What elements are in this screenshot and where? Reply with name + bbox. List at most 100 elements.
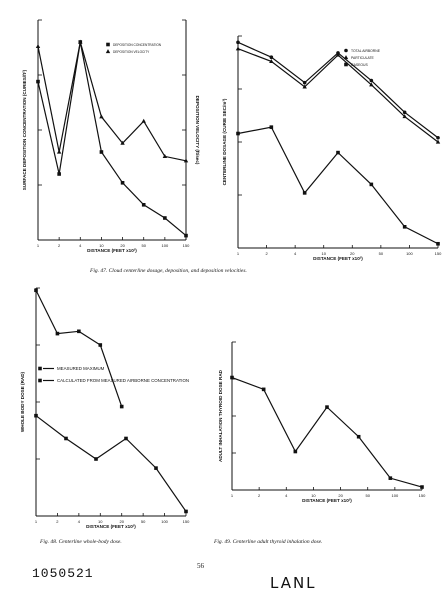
data-point <box>293 449 298 454</box>
data-point <box>369 182 374 187</box>
data-point <box>78 39 83 44</box>
legend-entry: DEPOSITION CONCENTRATION <box>113 43 162 47</box>
figure-caption-48: Fig. 48. Centerline whole-body dose. <box>40 539 122 545</box>
legend-marker <box>38 366 42 371</box>
data-point <box>163 216 167 220</box>
x-tick-label: 20 <box>120 243 125 248</box>
document-stamp: 1050521 <box>32 566 94 581</box>
lanl-stamp: LANL <box>270 574 317 592</box>
data-point <box>269 55 274 59</box>
x-tick-label: 1 <box>37 243 40 248</box>
data-point <box>325 405 329 409</box>
legend-marker <box>344 48 348 53</box>
series-line <box>35 290 123 407</box>
y-axis-label: ADULT INHALATION THYROID DOSE RAD <box>218 369 223 462</box>
x-tick-label: 4 <box>294 251 297 256</box>
x-axis-label: DISTANCE (FEET x10³) <box>87 248 137 253</box>
data-point <box>141 203 146 207</box>
data-point <box>369 78 374 83</box>
y-axis-label-right: DEPOSITION VELOCITY (ft/sec) <box>195 96 200 165</box>
data-point <box>64 436 68 441</box>
x-tick-label: 2 <box>258 493 261 498</box>
x-tick-label: 1 <box>231 493 234 498</box>
figure-caption-47: Fig. 47. Cloud centerline dosage, deposi… <box>90 268 247 274</box>
data-point <box>34 413 38 418</box>
data-point <box>236 131 240 136</box>
x-tick-label: 2 <box>56 519 59 524</box>
data-point <box>420 485 424 489</box>
data-point <box>77 329 81 334</box>
x-axis-label: DISTANCE (FEET x10³) <box>86 524 136 529</box>
data-point <box>98 343 103 347</box>
legend-marker <box>343 55 349 60</box>
data-point <box>56 149 62 154</box>
x-tick-label: 20 <box>338 493 343 498</box>
data-point <box>119 404 124 409</box>
data-point <box>55 331 60 336</box>
data-point <box>57 172 61 176</box>
x-tick-label: 100 <box>161 519 168 524</box>
x-tick-label: 100 <box>406 251 413 256</box>
data-point <box>99 150 104 154</box>
x-tick-label: 4 <box>79 243 82 248</box>
x-tick-label: 4 <box>78 519 81 524</box>
data-point <box>269 59 274 64</box>
data-point <box>162 154 168 158</box>
data-point <box>369 82 374 87</box>
data-point <box>124 436 128 441</box>
data-point <box>183 158 189 163</box>
data-point <box>435 139 441 144</box>
chart-centerline-dosage: 1 2 4 10 20 50 100 150 DISTANCE (FEET x10³) CENTE… <box>222 35 442 261</box>
series-line <box>35 415 187 512</box>
data-point <box>402 110 407 115</box>
x-tick-label: 4 <box>285 493 288 498</box>
legend-entry: GASEOUS <box>351 63 369 67</box>
legend-entry: TOTAL AIRBORNE <box>351 49 381 53</box>
series-line <box>237 126 439 245</box>
data-point <box>235 46 241 51</box>
data-point <box>388 476 393 480</box>
legend-entry: DEPOSITION VELOCITY <box>113 50 150 54</box>
data-point <box>436 241 440 246</box>
x-tick-label: 50 <box>141 243 146 248</box>
data-point <box>335 52 341 57</box>
x-tick-label: 150 <box>183 519 190 524</box>
chart-whole-body-dose: 1 2 4 10 20 50 100 150 DISTANCE (FEET x10³) WHOLE… <box>20 287 190 529</box>
data-point <box>141 118 146 123</box>
series-line <box>231 376 423 488</box>
x-tick-label: 50 <box>141 519 146 524</box>
x-tick-label: 100 <box>392 493 399 498</box>
data-point <box>36 79 40 84</box>
x-tick-label: 50 <box>379 251 384 256</box>
y-axis-label: WHOLE BODY DOSE (RAD) <box>20 371 25 432</box>
data-point <box>236 40 240 45</box>
data-point <box>184 509 188 514</box>
data-point <box>402 114 407 119</box>
legend-entry: PARTICULATE <box>351 56 375 60</box>
data-point <box>120 181 125 185</box>
data-point <box>120 140 125 145</box>
x-tick-label: 150 <box>435 251 442 256</box>
data-point <box>261 387 266 392</box>
series-line <box>37 41 187 237</box>
x-tick-label: 1 <box>35 519 38 524</box>
x-tick-label: 150 <box>183 243 190 248</box>
chart-thyroid-dose: 1 2 4 10 20 50 100 150 DISTANCE (FEET x10³) ADULT… <box>218 341 426 503</box>
data-point <box>336 150 340 155</box>
y-axis-label: CENTERLINE DOSAGE (CURIE SEC/m³) <box>222 98 227 185</box>
data-point <box>34 288 38 293</box>
x-tick-label: 2 <box>58 243 61 248</box>
x-tick-label: 150 <box>419 493 426 498</box>
data-point <box>269 125 274 129</box>
data-point <box>356 434 361 439</box>
data-point <box>184 233 188 238</box>
x-tick-label: 50 <box>365 493 370 498</box>
data-point <box>402 225 407 229</box>
legend-marker <box>105 49 111 54</box>
data-point <box>99 114 104 119</box>
legend-entry: CALCULATED FROM MEASURED AIRBORNE CONCEN… <box>57 378 189 383</box>
y-axis-label: SURFACE DEPOSITION CONCENTRATION (CURIES… <box>22 69 27 190</box>
x-tick-label: 10 <box>99 243 104 248</box>
legend-marker <box>38 378 42 383</box>
x-tick-label: 20 <box>119 519 124 524</box>
